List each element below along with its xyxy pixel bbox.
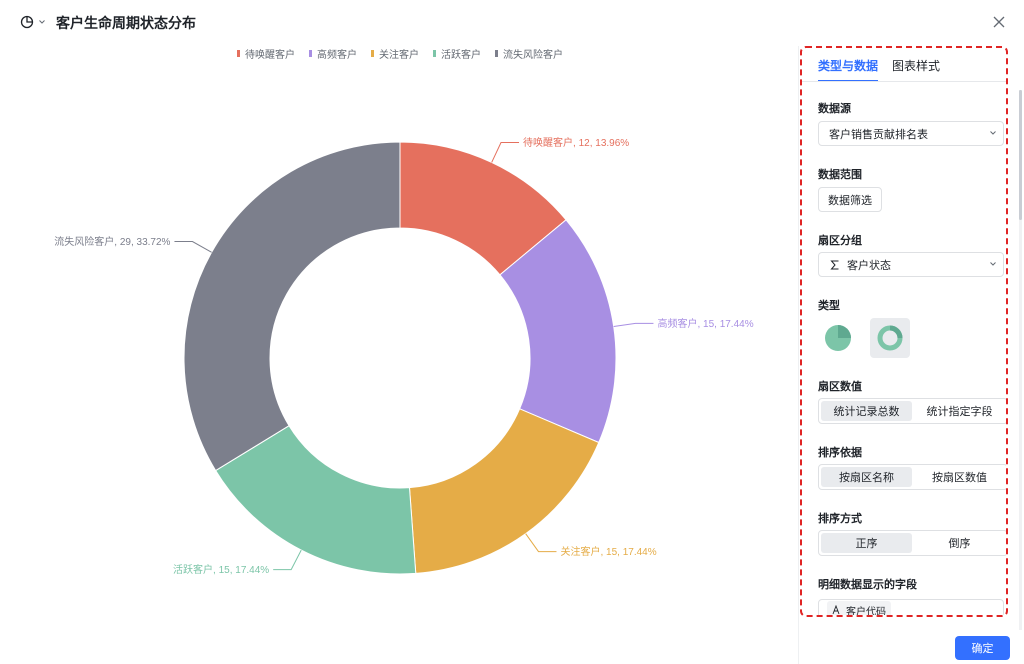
type-option-pie[interactable] xyxy=(818,318,858,358)
data-filter-button[interactable]: 数据筛选 xyxy=(818,187,882,212)
legend-item[interactable]: 关注客户 xyxy=(371,46,419,61)
sort-by-option-name[interactable]: 按扇区名称 xyxy=(821,467,912,487)
slice-data-label: 流失风险客户, 29, 33.72% xyxy=(54,235,170,248)
chevron-down-icon xyxy=(990,131,996,135)
legend-item[interactable]: 流失风险客户 xyxy=(495,46,563,61)
legend-item[interactable]: 待唤醒客户 xyxy=(237,46,295,61)
label-leader-line xyxy=(525,533,557,553)
sort-order-option-asc[interactable]: 正序 xyxy=(821,533,912,553)
range-label: 数据范围 xyxy=(818,169,862,181)
legend-label: 待唤醒客户 xyxy=(245,50,295,61)
tab-divider xyxy=(802,81,1006,82)
detail-field-list[interactable]: 客户代码 xyxy=(818,599,1004,617)
label-leader-line xyxy=(273,549,302,571)
legend-swatch xyxy=(433,50,436,57)
donut-icon xyxy=(877,325,903,351)
panel-scrollbar-track[interactable] xyxy=(1019,90,1022,630)
sigma-icon xyxy=(830,260,839,269)
legend-label: 流失风险客户 xyxy=(503,50,563,61)
value-label: 扇区数值 xyxy=(818,381,862,393)
top-bar: 客户生命周期状态分布 xyxy=(0,0,1024,44)
pie-icon xyxy=(825,325,851,351)
legend-swatch xyxy=(495,50,498,57)
donut-slice[interactable] xyxy=(408,408,600,574)
panel-divider xyxy=(798,46,799,664)
sort-order-label: 排序方式 xyxy=(818,513,862,525)
chart-legend: 待唤醒客户 高频客户 关注客户 活跃客户 流失风险客户 xyxy=(0,46,800,61)
slice-data-label: 关注客户, 15, 17.44% xyxy=(560,545,656,558)
group-value: 客户状态 xyxy=(847,259,891,272)
field-chip-label: 客户代码 xyxy=(846,606,886,617)
sort-by-segmented: 按扇区名称 按扇区数值 xyxy=(818,464,1006,490)
confirm-button[interactable]: 确定 xyxy=(955,636,1010,660)
chevron-down-icon xyxy=(39,20,45,24)
value-option-count[interactable]: 统计记录总数 xyxy=(821,401,912,421)
legend-swatch xyxy=(371,50,374,57)
tab-chart-style[interactable]: 图表样式 xyxy=(892,59,941,73)
close-icon xyxy=(993,16,1005,28)
legend-swatch xyxy=(309,50,312,57)
legend-label: 活跃客户 xyxy=(441,50,481,61)
donut-slice[interactable] xyxy=(183,141,401,472)
text-field-icon xyxy=(832,605,840,615)
slice-data-label: 待唤醒客户, 12, 13.96% xyxy=(523,136,629,149)
type-option-donut[interactable] xyxy=(870,318,910,358)
group-label: 扇区分组 xyxy=(818,235,862,247)
panel-tabs: 类型与数据 图表样式 xyxy=(818,57,940,82)
label-leader-line xyxy=(491,142,520,163)
tab-type-data[interactable]: 类型与数据 xyxy=(818,57,879,82)
label-leader-line xyxy=(613,322,654,328)
slice-data-label: 活跃客户, 15, 17.44% xyxy=(173,563,269,576)
page-title: 客户生命周期状态分布 xyxy=(56,15,196,31)
donut-chart: 待唤醒客户, 12, 13.96% 高频客户, 15, 17.44% 关注客户, 1… xyxy=(54,136,753,576)
sort-order-option-desc[interactable]: 倒序 xyxy=(948,538,971,550)
type-label: 类型 xyxy=(818,300,840,312)
close-button[interactable] xyxy=(990,13,1008,31)
sort-order-segmented: 正序 倒序 xyxy=(818,530,1006,556)
datasource-label: 数据源 xyxy=(818,103,851,115)
panel-scrollbar-thumb[interactable] xyxy=(1019,90,1022,220)
label-leader-line xyxy=(174,241,212,253)
legend-item[interactable]: 活跃客户 xyxy=(433,46,481,61)
donut-slice[interactable] xyxy=(214,425,417,575)
slice-data-label: 高频客户, 15, 17.44% xyxy=(657,317,753,330)
datasource-select[interactable]: 客户销售贡献排名表 xyxy=(818,121,1004,146)
settings-panel: 类型与数据 图表样式 数据源 客户销售贡献排名表 数据范围 数据筛选 扇区分组 … xyxy=(800,46,1008,617)
legend-label: 高频客户 xyxy=(317,50,357,61)
datasource-value: 客户销售贡献排名表 xyxy=(829,128,928,141)
pie-chart-icon xyxy=(20,15,34,29)
chevron-down-icon xyxy=(990,262,996,266)
sort-by-label: 排序依据 xyxy=(818,447,862,459)
sort-by-option-value[interactable]: 按扇区数值 xyxy=(932,472,987,484)
donut-slice[interactable] xyxy=(499,219,617,444)
legend-item[interactable]: 高频客户 xyxy=(309,46,357,61)
value-segmented: 统计记录总数 统计指定字段 xyxy=(818,398,1006,424)
legend-swatch xyxy=(237,50,240,57)
chart-type-selector[interactable] xyxy=(20,14,50,30)
detail-fields-label: 明细数据显示的字段 xyxy=(818,579,917,591)
legend-label: 关注客户 xyxy=(379,50,419,61)
value-option-field[interactable]: 统计指定字段 xyxy=(926,406,993,418)
field-chip[interactable]: 客户代码 xyxy=(827,600,891,617)
group-select[interactable]: 客户状态 xyxy=(818,252,1004,277)
